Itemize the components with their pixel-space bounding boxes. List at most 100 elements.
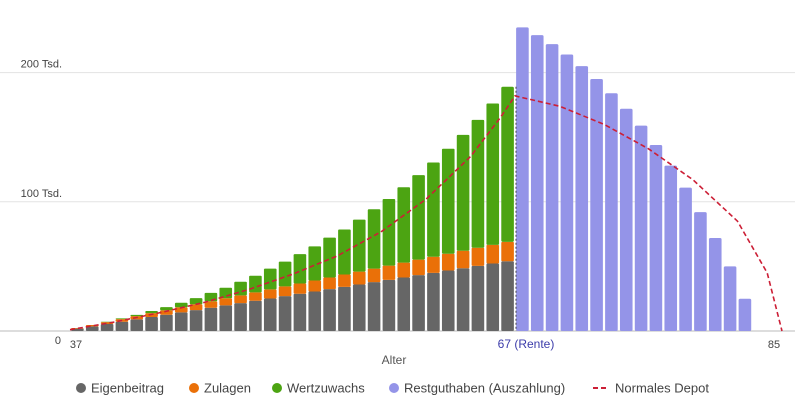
bar-wertzuwachs — [412, 175, 425, 260]
bar-zulagen — [204, 301, 218, 308]
bar-wertzuwachs — [145, 310, 158, 314]
bar-zulagen — [323, 277, 336, 290]
bar-wertzuwachs — [278, 261, 292, 287]
bar-eigenbeitrag — [204, 307, 218, 331]
bar-eigenbeitrag — [338, 286, 351, 331]
y-tick-label: 200 Tsd. — [21, 59, 62, 71]
bar-wertzuwachs — [338, 229, 351, 275]
bar-wertzuwachs — [382, 198, 396, 266]
bar-wertzuwachs — [174, 302, 188, 308]
bar-zulagen — [397, 262, 411, 278]
bar-restguthaben — [738, 298, 752, 331]
bar-eigenbeitrag — [85, 326, 99, 331]
bar-zulagen — [471, 247, 485, 266]
bar-restguthaben — [619, 108, 633, 331]
bar-restguthaben — [664, 165, 678, 331]
legend: Eigenbeitrag Zulagen Wertzuwachs Restguthab… — [76, 381, 709, 396]
bar-zulagen — [441, 253, 455, 271]
bar-zulagen — [174, 307, 188, 313]
legend-item[interactable]: Normales Depot — [593, 381, 709, 396]
legend-item[interactable]: Wertzuwachs — [272, 381, 365, 396]
bar-eigenbeitrag — [130, 319, 144, 331]
legend-item[interactable]: Eigenbeitrag — [76, 381, 164, 396]
bar-restguthaben — [723, 266, 737, 331]
y-axis-ticks: 0 100 Tsd. 200 Tsd. — [21, 59, 62, 347]
x-axis-title: Alter — [382, 353, 407, 367]
bar-zulagen — [456, 250, 470, 269]
bar-wertzuwachs — [486, 103, 500, 245]
bar-zulagen — [263, 289, 277, 299]
bar-restguthaben — [590, 79, 603, 331]
bar-zulagen — [412, 259, 425, 276]
bar-zulagen — [189, 304, 203, 311]
bar-eigenbeitrag — [412, 275, 425, 331]
legend-item[interactable]: Zulagen — [189, 381, 251, 396]
legend-label: Zulagen — [204, 381, 251, 396]
bar-eigenbeitrag — [323, 289, 336, 331]
bar-wertzuwachs — [456, 134, 470, 251]
bar-zulagen — [338, 274, 351, 287]
bar-eigenbeitrag — [160, 314, 173, 331]
bar-eigenbeitrag — [115, 321, 129, 331]
x-tick-label: 67 (Rente) — [498, 337, 555, 351]
normales-depot-line — [69, 94, 783, 332]
bar-eigenbeitrag — [249, 300, 262, 331]
legend-marker — [189, 383, 199, 393]
bar-restguthaben — [605, 93, 618, 331]
bar-eigenbeitrag — [367, 282, 381, 331]
bar-wertzuwachs — [115, 318, 129, 320]
bar-zulagen — [249, 292, 262, 301]
bar-zulagen — [278, 286, 292, 297]
bar-zulagen — [501, 241, 514, 262]
bar-zulagen — [427, 256, 440, 273]
y-tick-label: 0 — [55, 335, 61, 347]
bar-restguthaben — [694, 212, 707, 331]
bar-wertzuwachs — [293, 254, 307, 284]
bar-zulagen — [308, 280, 322, 292]
bar-wertzuwachs — [352, 219, 366, 272]
legend-item[interactable]: Restguthaben (Auszahlung) — [389, 381, 565, 396]
bar-zulagen — [367, 268, 381, 283]
bar-wertzuwachs — [427, 162, 440, 257]
bar-eigenbeitrag — [456, 268, 470, 331]
legend-label: Restguthaben (Auszahlung) — [404, 381, 565, 396]
bar-restguthaben — [530, 35, 544, 332]
bar-zulagen — [382, 265, 396, 280]
bar-eigenbeitrag — [486, 263, 500, 331]
legend-marker — [76, 383, 86, 393]
y-tick-label: 100 Tsd. — [21, 188, 62, 200]
x-tick-label: 85 — [768, 339, 780, 351]
bar-restguthaben — [634, 125, 648, 332]
bar-restguthaben — [708, 237, 722, 331]
bar-eigenbeitrag — [219, 305, 233, 331]
bar-wertzuwachs — [367, 209, 381, 269]
bar-restguthaben — [560, 54, 574, 332]
bar-eigenbeitrag — [308, 291, 322, 331]
bar-wertzuwachs — [471, 119, 485, 248]
bar-eigenbeitrag — [174, 312, 188, 331]
bar-zulagen — [352, 271, 366, 285]
bar-eigenbeitrag — [263, 298, 277, 331]
bar-restguthaben — [649, 144, 663, 331]
bar-wertzuwachs — [501, 86, 514, 242]
bar-wertzuwachs — [308, 246, 322, 281]
bar-wertzuwachs — [130, 314, 144, 317]
bar-wertzuwachs — [249, 275, 262, 293]
bar-eigenbeitrag — [278, 296, 292, 331]
bar-wertzuwachs — [160, 307, 173, 311]
bar-zulagen — [234, 295, 247, 304]
bar-eigenbeitrag — [427, 272, 440, 331]
x-axis-ticks: 37 67 (Rente) 85 — [70, 337, 780, 351]
legend-label: Wertzuwachs — [287, 381, 365, 396]
bar-eigenbeitrag — [100, 324, 114, 331]
bar-wertzuwachs — [323, 237, 336, 278]
bar-eigenbeitrag — [145, 317, 158, 331]
bar-eigenbeitrag — [471, 265, 485, 331]
bar-eigenbeitrag — [397, 277, 411, 331]
bar-restguthaben — [516, 27, 529, 331]
legend-marker — [389, 383, 399, 393]
bar-zulagen — [293, 283, 307, 294]
legend-label: Eigenbeitrag — [91, 381, 164, 396]
bar-zulagen — [486, 244, 500, 264]
